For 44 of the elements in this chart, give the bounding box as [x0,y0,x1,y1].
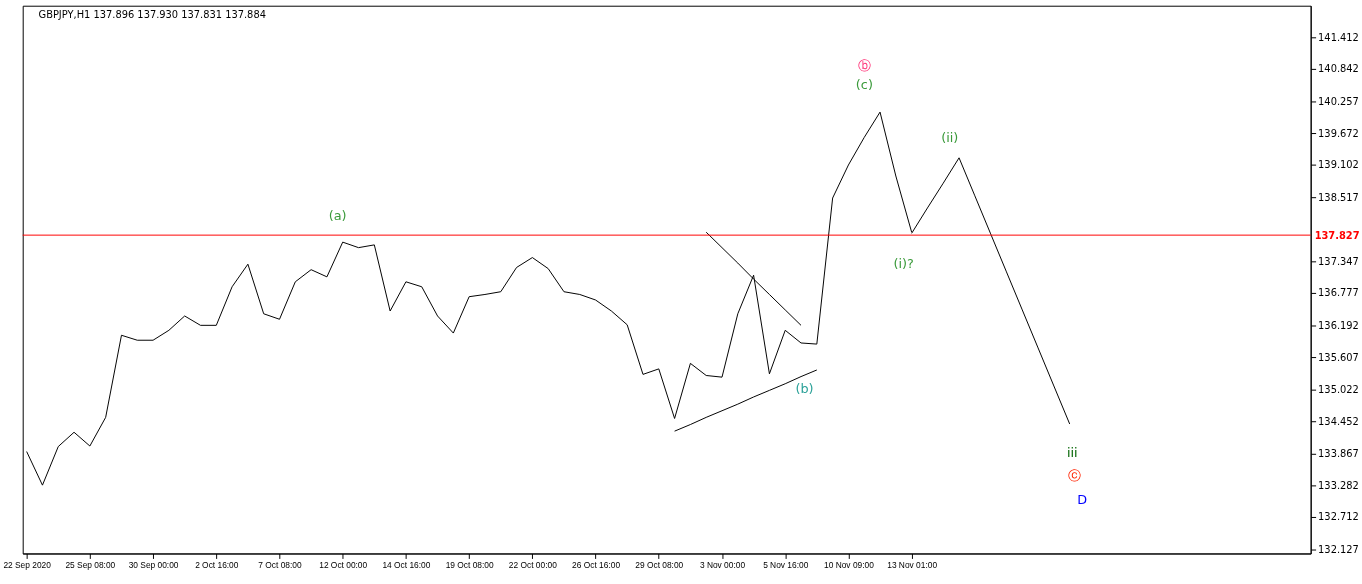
annotation: (ii) [941,130,959,146]
annotation: ⓑ [857,58,871,74]
annotation: D [1077,491,1088,507]
line-series [674,369,818,432]
y-tick-label: 139.102 [1318,159,1359,171]
y-tick-label: 141.412 [1318,32,1359,44]
y-tick-label: 134.452 [1318,415,1359,427]
x-tick-label: 7 Oct 08:00 [258,559,302,570]
y-tick-label: 138.517 [1318,191,1359,203]
annotation: (b) [795,381,814,397]
annotation: iii [1066,444,1078,460]
x-tick-label: 12 Oct 00:00 [319,559,368,570]
x-tick-label: 10 Nov 09:00 [824,559,875,570]
x-tick-label: 30 Sep 00:00 [128,559,179,570]
annotation: ⓒ [1067,468,1081,484]
y-tick-label: 137.347 [1318,256,1359,268]
line-series [705,231,802,326]
annotation: (i)? [893,256,914,272]
x-tick-label: 29 Oct 08:00 [635,559,684,570]
x-tick-label: 14 Oct 16:00 [382,559,431,570]
x-tick-label: 26 Oct 16:00 [572,559,621,570]
x-tick-label: 5 Nov 16:00 [763,559,809,570]
annotation: (a) [328,207,347,223]
ref-line-label: 137.827 [1314,230,1360,242]
x-tick-label: 13 Nov 01:00 [887,559,938,570]
y-tick-label: 140.842 [1318,63,1359,75]
x-tick-label: 2 Oct 16:00 [195,559,239,570]
y-tick-label: 135.607 [1318,351,1359,363]
y-tick-label: 139.672 [1318,127,1359,139]
y-tick-label: 135.022 [1318,384,1359,396]
y-tick-label: 136.777 [1318,287,1359,299]
y-tick-label: 133.282 [1318,480,1359,492]
x-tick-label: 25 Sep 08:00 [65,559,116,570]
x-tick-label: 22 Sep 2020 [3,559,52,570]
y-tick-label: 136.192 [1318,319,1359,331]
x-tick-label: 19 Oct 08:00 [445,559,494,570]
x-tick-label: 22 Oct 00:00 [508,559,558,570]
y-tick-label: 140.257 [1318,95,1359,107]
annotation: (c) [855,76,873,92]
y-tick-label: 133.867 [1318,447,1359,459]
x-tick-label: 3 Nov 00:00 [699,559,746,570]
chart-title: GBPJPY,H1 137.896 137.930 137.831 137.884 [38,8,266,20]
y-tick-label: 132.712 [1318,511,1359,523]
y-tick-label: 132.127 [1318,543,1359,555]
